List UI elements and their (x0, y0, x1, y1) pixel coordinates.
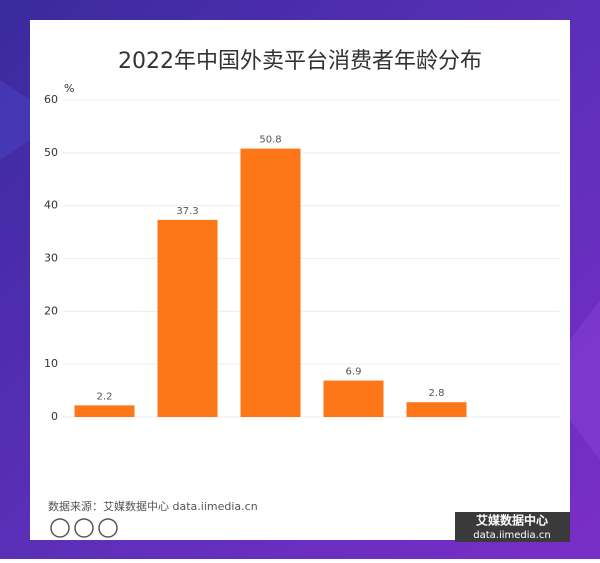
y-tick-label: 50 (44, 146, 58, 159)
y-tick-label: 20 (44, 304, 58, 317)
data-label: 37.3 (176, 206, 198, 217)
bar (157, 219, 218, 417)
logo-name: 艾媒数据中心 (476, 513, 548, 528)
y-axis-unit: % (64, 82, 74, 95)
bar (406, 402, 467, 417)
y-tick-label: 10 (44, 357, 58, 370)
y-tick-label: 40 (44, 199, 58, 212)
y-tick-label: 0 (51, 410, 58, 423)
y-tick-label: 30 (44, 252, 58, 265)
data-label: 6.9 (346, 367, 362, 378)
bar (323, 380, 384, 417)
data-label: 2.2 (97, 391, 113, 402)
y-tick-label: 60 (44, 93, 58, 106)
license-icons (50, 518, 118, 538)
bar (240, 148, 301, 417)
data-label: 2.8 (429, 388, 445, 399)
logo-box (455, 512, 570, 542)
logo-url: data.iimedia.cn (473, 530, 550, 541)
bar (74, 405, 135, 417)
chart-title: 2022年中国外卖平台消费者年龄分布 (118, 49, 482, 74)
source: 数据来源：艾媒数据中心 data.iimedia.cn (48, 499, 258, 513)
data-label: 50.8 (259, 135, 281, 146)
